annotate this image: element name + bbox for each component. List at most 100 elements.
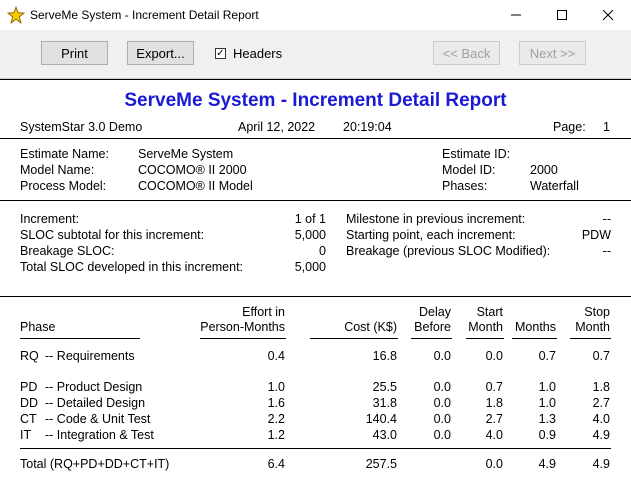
months-cell: 1.3	[538, 412, 556, 426]
col-start-header: Start	[476, 305, 503, 319]
months-cell: 0.7	[538, 349, 556, 363]
phases-label: Phases:	[442, 179, 488, 193]
maximize-button[interactable]	[539, 0, 585, 30]
total-months: 4.9	[538, 457, 556, 471]
minimize-icon	[511, 14, 521, 16]
effort-cell: 1.6	[267, 396, 285, 410]
page-number: 1	[603, 120, 610, 134]
col-start-header: Month	[468, 320, 503, 334]
maximize-icon	[557, 10, 567, 20]
total-start: 0.0	[485, 457, 503, 471]
report-time: 20:19:04	[343, 120, 392, 134]
process-model: COCOMO® II Model	[138, 179, 253, 193]
col-effort-header: Person-Months	[200, 320, 285, 334]
estimate-name: ServeMe System	[138, 147, 234, 161]
total-label: Total (RQ+PD+DD+CT+IT)	[20, 457, 170, 471]
cost-cell: 43.0	[372, 428, 397, 442]
delay-cell: 0.0	[433, 349, 451, 363]
phases-value: Waterfall	[530, 179, 579, 193]
start-cell: 0.7	[485, 380, 503, 394]
delay-cell: 0.0	[433, 412, 451, 426]
effort-cell: 1.2	[267, 428, 285, 442]
product-name: SystemStar 3.0 Demo	[20, 120, 143, 134]
toolbar: Print Export... ✓ Headers << Back Next >…	[0, 30, 631, 79]
effort-cell: 1.0	[267, 380, 285, 394]
phase-name: -- Product Design	[45, 380, 143, 394]
milestone-label: Milestone in previous increment:	[346, 212, 526, 226]
estimate-id-label: Estimate ID:	[442, 147, 511, 161]
model-name-label: Model Name:	[20, 163, 95, 177]
estimate-name-label: Estimate Name:	[20, 147, 109, 161]
col-stop-header: Month	[575, 320, 610, 334]
title-bar: ServeMe System - Increment Detail Report	[0, 0, 631, 30]
print-button[interactable]: Print	[41, 41, 108, 65]
increment-value: 1 of 1	[294, 212, 326, 226]
total-effort: 6.4	[267, 457, 285, 471]
breakage-sloc-label: Breakage SLOC:	[20, 244, 115, 258]
col-phase-header: Phase	[20, 320, 56, 334]
divider	[0, 296, 631, 297]
total-rule	[20, 448, 611, 449]
page-label: Page:	[553, 120, 586, 134]
total-sloc-label: Total SLOC developed in this increment:	[20, 260, 244, 274]
total-stop: 4.9	[592, 457, 610, 471]
effort-cell: 2.2	[267, 412, 285, 426]
back-button[interactable]: << Back	[433, 41, 500, 65]
start-cell: 2.7	[485, 412, 503, 426]
report-title: ServeMe System - Increment Detail Report	[124, 90, 507, 111]
months-cell: 1.0	[538, 380, 556, 394]
phase-code: CT	[20, 412, 37, 426]
report-page: ServeMe System - Increment Detail Report…	[0, 79, 631, 478]
delay-cell: 0.0	[433, 396, 451, 410]
window-title: ServeMe System - Increment Detail Report	[30, 8, 259, 22]
header-rule	[466, 338, 504, 339]
col-cost-header: Cost (K$)	[344, 320, 397, 334]
close-icon	[603, 10, 613, 20]
phase-code: RQ	[20, 349, 39, 363]
next-button[interactable]: Next >>	[519, 41, 586, 65]
report-date: April 12, 2022	[238, 120, 316, 134]
col-effort-header: Effort in	[242, 305, 285, 319]
process-model-label: Process Model:	[20, 179, 107, 193]
phase-code: DD	[20, 396, 39, 410]
months-cell: 0.9	[538, 428, 556, 442]
col-delay-header: Before	[414, 320, 451, 334]
breakage-sloc: 0	[319, 244, 326, 258]
breakage-prev-value: --	[602, 244, 611, 258]
milestone-value: --	[602, 212, 611, 226]
starting-point-value: PDW	[581, 228, 611, 242]
phase-code: IT	[20, 428, 32, 442]
minimize-button[interactable]	[493, 0, 539, 30]
stop-cell: 2.7	[592, 396, 610, 410]
model-name: COCOMO® II 2000	[138, 163, 247, 177]
stop-cell: 0.7	[592, 349, 610, 363]
stop-cell: 4.0	[592, 412, 610, 426]
starting-point-label: Starting point, each increment:	[346, 228, 516, 242]
col-stop-header: Stop	[584, 305, 610, 319]
export-button[interactable]: Export...	[127, 41, 194, 65]
header-rule	[200, 338, 286, 339]
star-app-icon	[7, 6, 25, 24]
col-months-header: Months	[515, 320, 556, 334]
divider	[0, 138, 631, 139]
headers-label: Headers	[233, 46, 283, 61]
start-cell: 0.0	[485, 349, 503, 363]
model-id-label: Model ID:	[442, 163, 496, 177]
start-cell: 1.8	[485, 396, 503, 410]
effort-cell: 0.4	[267, 349, 285, 363]
header-rule	[411, 338, 452, 339]
stop-cell: 4.9	[592, 428, 610, 442]
phase-name: -- Integration & Test	[45, 428, 154, 442]
close-button[interactable]	[585, 0, 631, 30]
header-rule	[310, 338, 398, 339]
sloc-subtotal: 5,000	[294, 228, 326, 242]
phase-name: -- Code & Unit Test	[45, 412, 151, 426]
delay-cell: 0.0	[433, 428, 451, 442]
start-cell: 4.0	[485, 428, 503, 442]
increment-label: Increment:	[20, 212, 80, 226]
phase-name: -- Requirements	[45, 349, 135, 363]
stop-cell: 1.8	[592, 380, 610, 394]
headers-checkbox[interactable]: ✓	[215, 48, 226, 59]
header-rule	[512, 338, 557, 339]
cost-cell: 31.8	[372, 396, 397, 410]
